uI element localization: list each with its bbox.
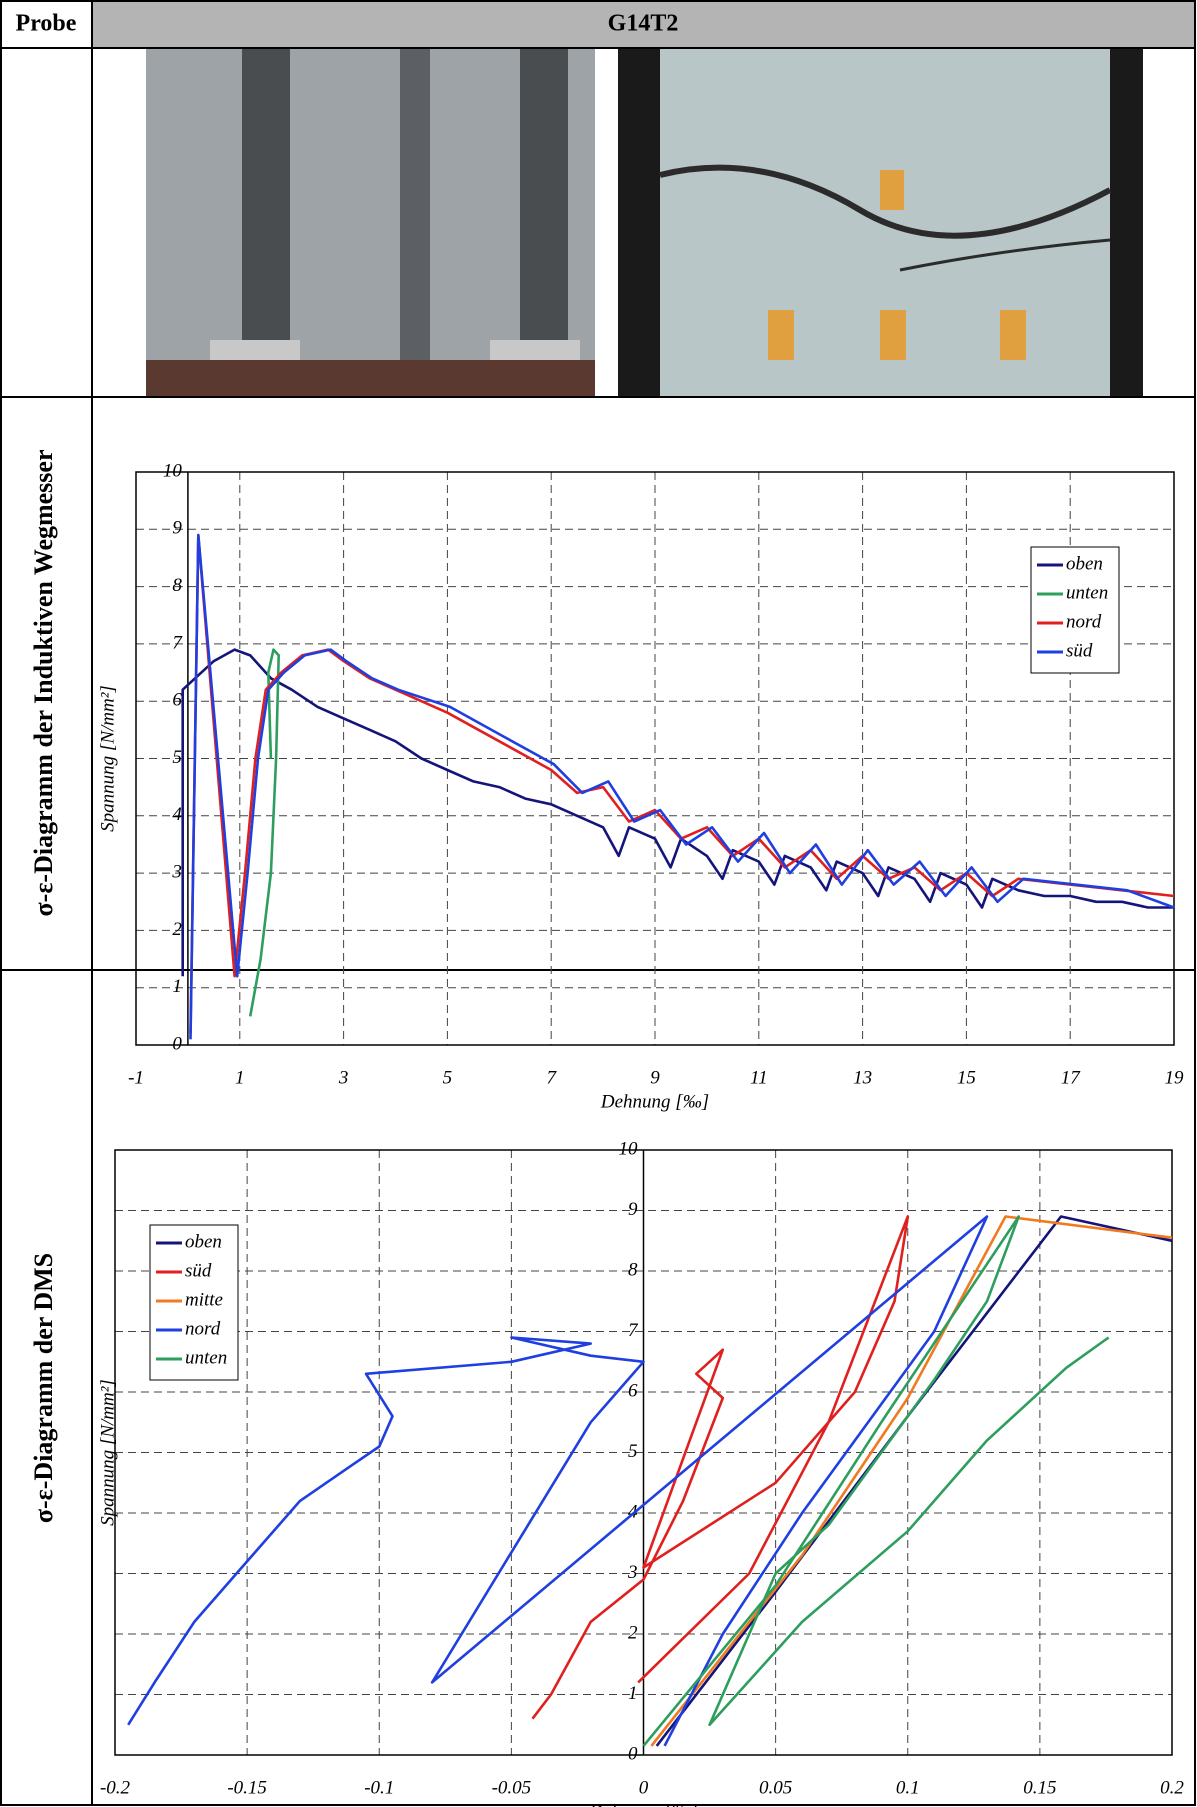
y-tick-label: 5 [172, 747, 182, 768]
y-tick-label: 7 [628, 1320, 639, 1341]
x-tick-label: 11 [750, 1067, 768, 1088]
x-tick-label: 0.05 [759, 1777, 792, 1798]
photo-left [146, 49, 595, 396]
y-tick-label: 9 [628, 1199, 638, 1220]
x-tick-label: 9 [650, 1067, 660, 1088]
y-tick-label: 3 [171, 861, 182, 882]
x-axis-label: Dehnung [‰] [588, 1801, 697, 1807]
x-axis-label: Dehnung [‰] [600, 1091, 709, 1112]
x-tick-label: 19 [1165, 1067, 1185, 1088]
series-line [650, 1215, 1173, 1747]
y-tick-label: 6 [628, 1380, 638, 1401]
y-tick-label: 1 [628, 1683, 638, 1704]
y-tick-label: 4 [172, 804, 182, 825]
y-tick-label: 2 [172, 919, 182, 940]
legend-label: oben [1066, 553, 1103, 574]
y-tick-label: 10 [619, 1138, 639, 1159]
y-tick-label: 3 [627, 1562, 638, 1583]
y-axis-label: Spannung [N/mm²] [97, 685, 118, 832]
x-tick-label: 1 [235, 1067, 245, 1088]
row-label: σ-ε-Diagramm der DMS [29, 1253, 58, 1523]
y-tick-label: 0 [628, 1743, 638, 1764]
series-line [642, 1215, 1110, 1747]
y-tick-label: 2 [628, 1622, 638, 1643]
x-tick-label: 5 [443, 1067, 453, 1088]
x-tick-label: 17 [1061, 1067, 1082, 1088]
header-fill [92, 1, 1195, 48]
y-tick-label: 8 [172, 575, 182, 596]
legend-label: nord [185, 1318, 221, 1339]
y-tick-label: 7 [172, 632, 183, 653]
row-label: σ-ε-Diagramm der Induktiven Wegmesser [29, 450, 58, 917]
x-tick-label: -0.2 [100, 1777, 131, 1798]
series-line [248, 648, 280, 1017]
x-tick-label: -0.05 [492, 1777, 532, 1798]
legend-label: unten [185, 1347, 227, 1368]
y-tick-label: 4 [628, 1501, 638, 1522]
y-axis-label: Spannung [N/mm²] [97, 1379, 118, 1526]
x-tick-label: 0.15 [1023, 1777, 1056, 1798]
series-line [127, 1215, 989, 1747]
legend-label: oben [185, 1231, 222, 1252]
plot-frame [135, 471, 1175, 1046]
legend-label: süd [1066, 640, 1093, 661]
x-tick-label: 15 [957, 1067, 976, 1088]
y-tick-label: 9 [172, 518, 182, 539]
x-tick-label: 7 [546, 1067, 557, 1088]
series-line [181, 648, 1174, 977]
legend-label: mitte [185, 1289, 223, 1310]
y-tick-label: 6 [172, 690, 182, 711]
x-tick-label: 0 [639, 1777, 649, 1798]
x-tick-label: -1 [128, 1067, 144, 1088]
x-tick-label: 0.2 [1160, 1777, 1184, 1798]
y-tick-label: 8 [628, 1259, 638, 1280]
legend-label: nord [1066, 611, 1102, 632]
series-line [189, 533, 1175, 1034]
y-tick-label: 0 [172, 1033, 182, 1054]
y-tick-label: 5 [628, 1441, 638, 1462]
header-label: Probe [16, 11, 77, 37]
legend-label: unten [1066, 582, 1108, 603]
photo-right [618, 49, 1143, 396]
x-tick-label: 3 [338, 1067, 349, 1088]
header-title: G14T2 [608, 11, 679, 37]
x-tick-label: -0.15 [227, 1777, 267, 1798]
y-tick-label: 1 [172, 976, 182, 997]
x-tick-label: -0.1 [364, 1777, 394, 1798]
y-tick-label: 10 [163, 460, 183, 481]
x-tick-label: 0.1 [896, 1777, 920, 1798]
series-line [531, 1215, 910, 1720]
series-line [189, 533, 1175, 1040]
x-tick-label: 13 [853, 1067, 872, 1088]
legend-label: süd [185, 1260, 212, 1281]
